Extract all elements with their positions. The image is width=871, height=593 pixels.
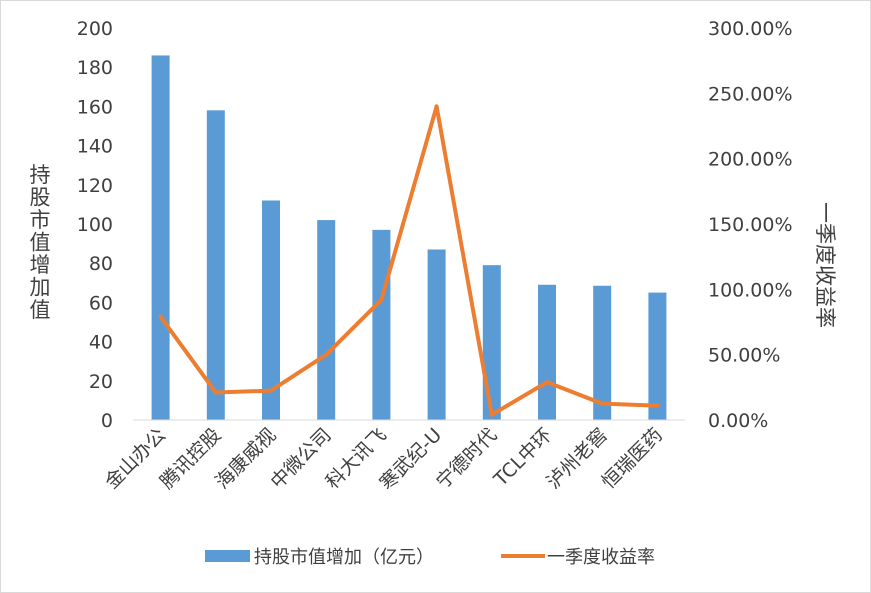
bar xyxy=(262,200,280,420)
bar xyxy=(372,229,391,420)
category-label: 腾讯控股 xyxy=(156,424,225,493)
line-point xyxy=(324,352,329,357)
bar xyxy=(538,284,556,420)
line-point xyxy=(489,412,494,417)
right-axis-ticks: 0.00% 50.00% 100.00% 150.00% 200.00% 250.00% 3… xyxy=(708,18,793,432)
line-point xyxy=(600,401,605,406)
category-label: 寒武纪-U xyxy=(376,424,447,495)
left-axis-title-char: 增 xyxy=(30,253,51,277)
line-point xyxy=(655,403,660,408)
right-tick-label: 150.00% xyxy=(708,214,793,236)
left-axis-title-char: 值 xyxy=(30,231,51,255)
right-tick-label: 200.00% xyxy=(708,149,793,171)
left-tick-label: 100 xyxy=(77,214,113,236)
left-tick-label: 200 xyxy=(77,18,113,40)
left-tick-label: 160 xyxy=(77,96,113,118)
left-axis-title-char: 持 xyxy=(30,163,51,187)
left-axis-ticks: 0 20 40 60 80 100 120 140 160 180 200 xyxy=(77,18,113,432)
left-tick-label: 60 xyxy=(89,292,113,314)
legend-bar-label: 持股市值增加（亿元） xyxy=(254,547,434,568)
left-tick-label: 20 xyxy=(89,371,113,393)
line-series xyxy=(158,104,660,417)
bar xyxy=(317,220,336,420)
left-axis-title-char: 值 xyxy=(30,298,51,322)
right-tick-label: 100.00% xyxy=(708,279,793,301)
right-tick-label: 50.00% xyxy=(708,345,780,367)
line-point xyxy=(269,388,273,393)
left-tick-label: 40 xyxy=(89,332,113,354)
category-label: 金山办公 xyxy=(101,424,170,493)
category-labels: 金山办公腾讯控股海康威视中微公司科大讯飞寒武纪-U宁德时代TCL中环泸州老窖恒瑞… xyxy=(101,424,667,495)
line-point xyxy=(434,104,439,109)
bar xyxy=(151,55,170,420)
right-tick-label: 0.00% xyxy=(708,410,768,432)
right-tick-label: 300.00% xyxy=(708,18,793,40)
category-label: 宁德时代 xyxy=(432,424,501,493)
line-point xyxy=(158,314,163,319)
category-label: 海康威视 xyxy=(211,424,280,493)
category-label: 中微公司 xyxy=(266,424,335,493)
bar xyxy=(482,265,501,420)
left-tick-label: 120 xyxy=(77,175,113,197)
line-point xyxy=(213,390,218,395)
left-axis-title-char: 市 xyxy=(30,208,51,232)
left-tick-label: 140 xyxy=(77,136,113,158)
category-label: 恒瑞医药 xyxy=(598,424,667,493)
bar-series xyxy=(151,55,667,420)
right-axis-title: 一季度收益率 xyxy=(813,202,837,328)
right-axis-title-text: 一季度收益率 xyxy=(813,202,837,328)
bar xyxy=(593,285,612,420)
bar xyxy=(648,292,667,420)
left-tick-label: 80 xyxy=(89,253,113,275)
left-axis-title-char: 加 xyxy=(30,276,51,300)
left-axis-title-char: 股 xyxy=(30,186,51,210)
legend-line-label: 一季度收益率 xyxy=(547,547,655,568)
bar xyxy=(427,249,446,420)
left-tick-label: 0 xyxy=(101,410,113,432)
legend: 持股市值增加（亿元） 一季度收益率 xyxy=(205,547,655,568)
bar xyxy=(206,110,225,420)
legend-bar-swatch xyxy=(205,550,250,562)
line-point xyxy=(545,380,549,385)
right-tick-label: 250.00% xyxy=(708,83,793,105)
line-path xyxy=(158,104,660,417)
line-point xyxy=(379,297,384,302)
left-tick-label: 180 xyxy=(77,57,113,79)
category-label: 泸州老窖 xyxy=(542,424,611,493)
